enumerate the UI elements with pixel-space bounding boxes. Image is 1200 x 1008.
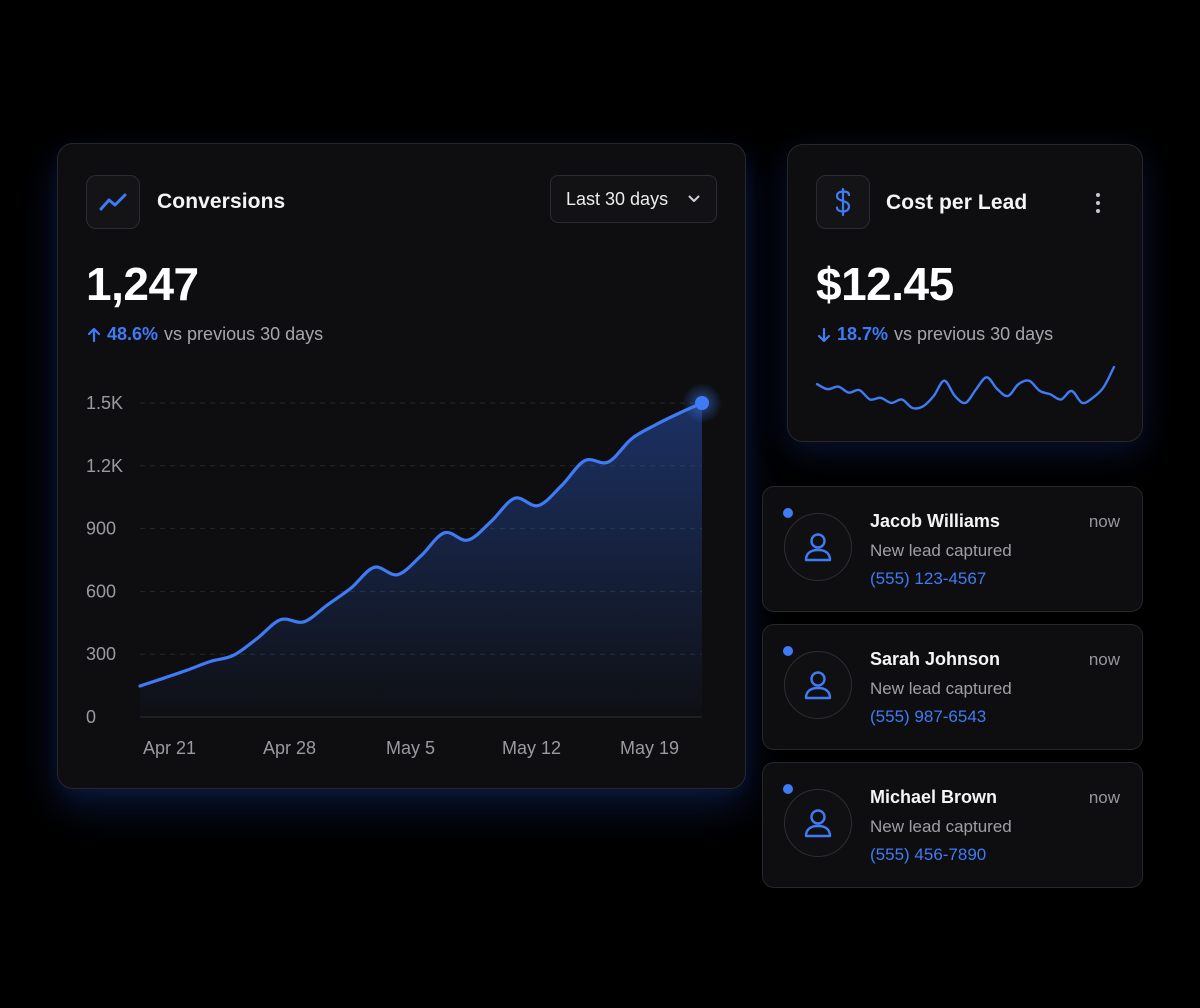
lead-card[interactable]: Jacob Williams now New lead captured (55…: [762, 486, 1143, 612]
trend-up-icon: [99, 193, 127, 211]
y-tick-label: 300: [86, 644, 116, 664]
chevron-down-icon: [688, 195, 700, 202]
conversions-chart: 0 300 600 900 1.2K 1.5K Apr 21 Apr 28 May 5 May …: [86, 383, 722, 758]
cost-per-lead-change: 18.7% vs previous 30 days: [817, 324, 1053, 345]
cost-per-lead-sparkline: [815, 365, 1116, 410]
conversions-title: Conversions: [157, 190, 286, 213]
arrow-down-icon: [817, 327, 831, 342]
cost-per-lead-value: $12.45: [816, 258, 954, 310]
lead-time: now: [1088, 788, 1120, 807]
avatar: [784, 651, 852, 719]
conversions-area: [140, 403, 702, 717]
lead-status: New lead captured: [870, 541, 1012, 560]
sparkline-series-line: [815, 365, 1116, 410]
lead-time: now: [1088, 650, 1120, 669]
lead-phone-link[interactable]: (555) 987-6543: [870, 707, 987, 726]
lead-status: New lead captured: [870, 679, 1012, 698]
dollar-icon-box: [816, 175, 870, 229]
x-tick-label: May 12: [502, 738, 561, 758]
lead-card[interactable]: Sarah Johnson now New lead captured (555…: [762, 624, 1143, 750]
x-tick-label: May 19: [620, 738, 679, 758]
lead-card[interactable]: Michael Brown now New lead captured (555…: [762, 762, 1143, 888]
lead-phone-link[interactable]: (555) 123-4567: [870, 569, 987, 588]
lead-phone-link[interactable]: (555) 456-7890: [870, 845, 987, 864]
user-icon: [804, 533, 832, 562]
arrow-up-icon: [87, 327, 101, 342]
user-icon: [804, 671, 832, 700]
trend-up-icon-box: [86, 175, 140, 229]
avatar: [784, 513, 852, 581]
more-options-icon[interactable]: [1088, 188, 1108, 218]
date-range-select-value: Last 30 days: [566, 188, 669, 209]
y-tick-label: 0: [86, 707, 96, 727]
lead-time: now: [1088, 512, 1120, 531]
unread-dot: [783, 646, 793, 656]
x-tick-label: May 5: [386, 738, 435, 758]
avatar: [784, 789, 852, 857]
unread-dot: [783, 784, 793, 794]
conversions-series-line: [138, 401, 704, 688]
unread-dot: [783, 508, 793, 518]
lead-name: Michael Brown: [870, 787, 998, 807]
date-range-select[interactable]: Last 30 days: [550, 175, 717, 223]
lead-status: New lead captured: [870, 817, 1012, 836]
conversions-change-comparison: vs previous 30 days: [164, 324, 324, 344]
y-tick-label: 1.5K: [86, 393, 123, 413]
cost-per-lead-change-comparison: vs previous 30 days: [894, 324, 1054, 344]
last-data-point[interactable]: [695, 396, 709, 410]
cost-per-lead-change-percent: 18.7%: [837, 324, 889, 344]
y-tick-label: 900: [86, 519, 116, 539]
conversions-change-percent: 48.6%: [107, 324, 159, 344]
lead-name: Jacob Williams: [870, 511, 1000, 531]
x-tick-label: Apr 21: [143, 738, 196, 758]
conversions-change: 48.6% vs previous 30 days: [87, 324, 323, 345]
x-tick-label: Apr 28: [263, 738, 316, 758]
dollar-icon: [835, 187, 851, 217]
y-tick-label: 600: [86, 581, 116, 601]
user-icon: [804, 809, 832, 838]
cost-per-lead-title: Cost per Lead: [886, 191, 1028, 214]
lead-name: Sarah Johnson: [870, 649, 1001, 669]
conversions-card: Conversions Last 30 days 1,247 48.6% vs …: [57, 143, 746, 789]
cost-per-lead-card: Cost per Lead $12.45 18.7% vs previous 3…: [787, 144, 1143, 442]
conversions-value: 1,247: [86, 258, 199, 310]
y-tick-label: 1.2K: [86, 456, 123, 476]
